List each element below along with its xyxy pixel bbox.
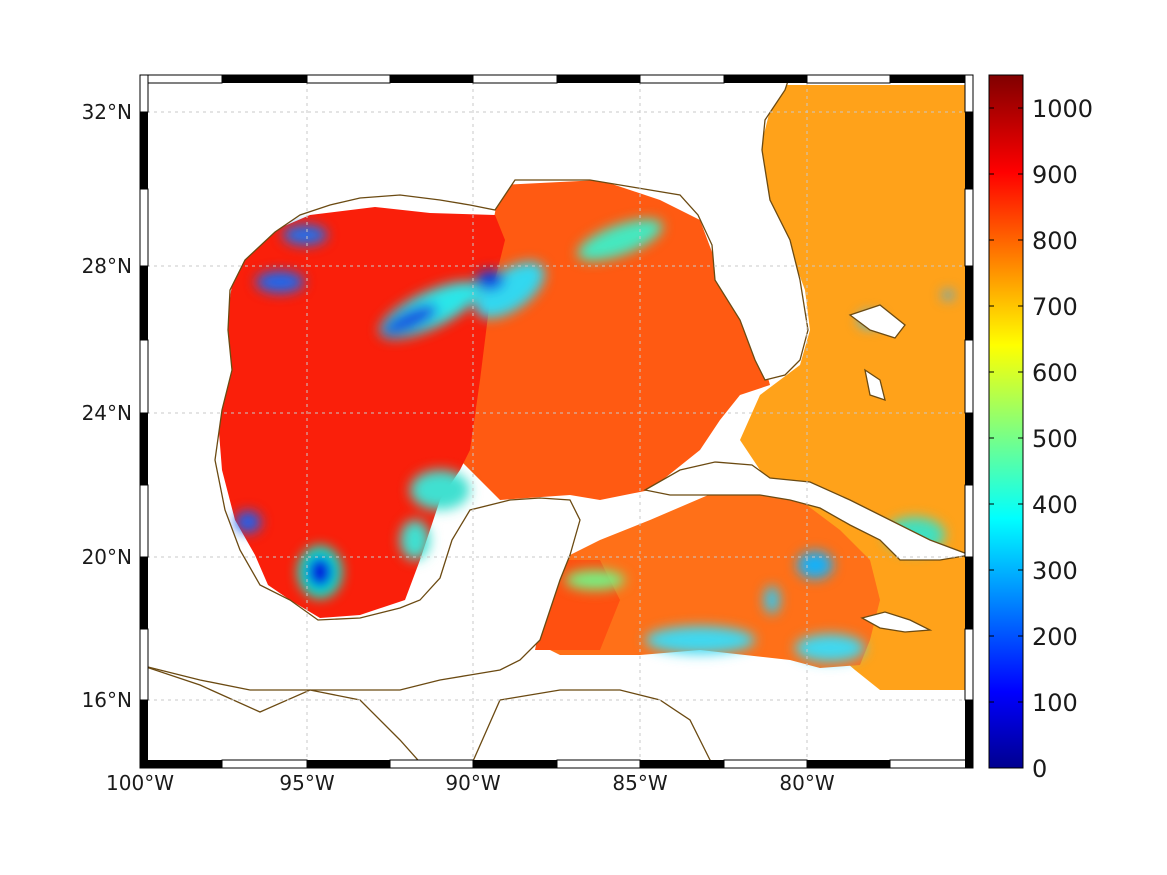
y-tick-label: 16°N: [82, 688, 132, 712]
east-gulf-field: [460, 180, 770, 500]
map-frame: [139, 74, 974, 769]
axis-labels: 100°W 95°W 90°W 85°W 80°W 32°N 28°N 24°N…: [82, 100, 835, 795]
low-patch: [577, 219, 663, 261]
colorbar-tick-label: 300: [1032, 557, 1078, 585]
honduras-coast: [469, 689, 722, 768]
y-tick-label: 28°N: [82, 254, 132, 278]
x-tick-label: 100°W: [106, 771, 174, 795]
colorbar-tick-label: 100: [1032, 689, 1078, 717]
data-field: [218, 85, 965, 690]
y-tick-label: 24°N: [82, 401, 132, 425]
low-patch: [382, 304, 438, 336]
colorbar-tick-label: 700: [1032, 293, 1078, 321]
low-patch: [795, 634, 865, 662]
x-tick-label: 95°W: [279, 771, 334, 795]
low-patch: [942, 290, 954, 300]
low-patch: [235, 511, 261, 533]
grid-lines: [140, 75, 973, 768]
caribbean-field: [540, 480, 880, 668]
jamaica: [860, 611, 933, 633]
x-tick-label: 90°W: [445, 771, 500, 795]
colorbar-gradient: [988, 74, 1024, 769]
colorbar-tick-label: 600: [1032, 359, 1078, 387]
low-patch: [410, 470, 470, 510]
y-tick-label: 32°N: [82, 100, 132, 124]
low-patch: [400, 520, 430, 560]
colorbar-ticks: 0 100 200 300 400 500 600 700 800 900 1000: [989, 95, 1093, 783]
colorbar-tick-label: 200: [1032, 623, 1078, 651]
low-patch: [476, 270, 504, 290]
low-patch: [645, 626, 755, 654]
cuba: [643, 461, 973, 561]
land-layer: [140, 75, 973, 768]
x-tick-label: 80°W: [779, 771, 834, 795]
bahamas-andros: [864, 368, 886, 401]
colorbar: 0 100 200 300 400 500 600 700 800 900 1000: [988, 74, 1093, 783]
colorbar-tick-label: 0: [1032, 755, 1047, 783]
colorbar-tick-label: 400: [1032, 491, 1078, 519]
low-patch: [306, 555, 334, 589]
low-patch: [565, 570, 625, 590]
low-patch: [283, 225, 327, 245]
low-patch: [797, 551, 833, 579]
colorbar-tick-label: 1000: [1032, 95, 1093, 123]
x-tick-label: 85°W: [612, 771, 667, 795]
y-tick-label: 20°N: [82, 545, 132, 569]
low-patch: [475, 261, 545, 319]
colorbar-tick-label: 900: [1032, 161, 1078, 189]
colorbar-tick-label: 500: [1032, 425, 1078, 453]
low-patch: [256, 271, 304, 293]
low-patch: [764, 586, 780, 614]
bahamas: [848, 304, 906, 339]
us-gulf-coast: [140, 75, 809, 691]
colorbar-tick-label: 800: [1032, 227, 1078, 255]
